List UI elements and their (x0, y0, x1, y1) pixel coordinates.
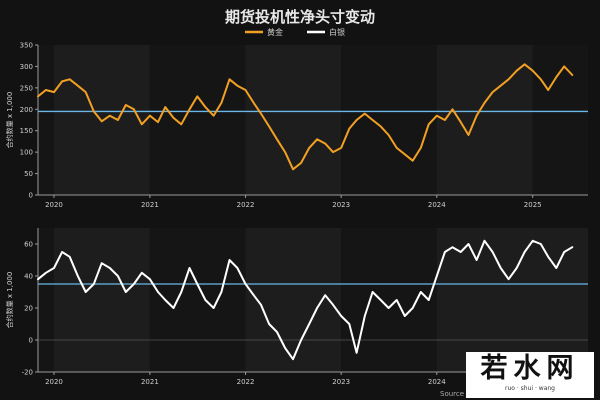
x-tick-label: 2024 (428, 201, 446, 209)
x-tick-label: 2021 (141, 378, 159, 386)
y-tick-label: 20 (24, 305, 33, 313)
y-tick-label: 300 (20, 63, 33, 71)
x-tick-label: 2023 (332, 378, 350, 386)
x-tick-label: 2025 (524, 201, 542, 209)
y-tick-label: 60 (24, 241, 33, 249)
x-tick-label: 2022 (237, 201, 255, 209)
year-band (245, 228, 342, 372)
year-band (245, 45, 342, 195)
year-band (38, 228, 54, 372)
x-tick-label: 2021 (141, 201, 159, 209)
year-band (436, 228, 588, 372)
y-tick-label: 350 (20, 42, 33, 50)
x-tick-label: 2020 (45, 201, 63, 209)
watermark-text: 若水网 (480, 353, 580, 384)
y-tick-label: 150 (20, 127, 33, 135)
y-tick-label: 100 (20, 149, 33, 157)
x-tick-label: 2020 (45, 378, 63, 386)
chart-title: 期货投机性净头寸变动 (225, 8, 375, 26)
year-band (532, 45, 588, 195)
y-tick-label: 0 (29, 192, 33, 200)
series-line (37, 63, 574, 171)
watermark-logo: 若水网 ruo · shui · wang (466, 352, 594, 398)
watermark-subtext: ruo · shui · wang (505, 385, 555, 392)
y-tick-label: 250 (20, 84, 33, 92)
y-tick-label: -20 (22, 369, 33, 377)
x-tick-label: 2023 (332, 201, 350, 209)
y-axis-label: 合约数量 x 1,000 (5, 92, 14, 149)
bottom-panel: -20 0 20 40 60 2020 2021 2022 2023 2024 合约数量 x 1,0… (5, 228, 588, 398)
year-band (436, 45, 533, 195)
year-band (53, 228, 150, 372)
year-band (149, 45, 246, 195)
series-line (37, 239, 574, 361)
top-panel: 0 50 100 150 200 250 300 350 2020 2021 2022 2023 202… (5, 27, 588, 209)
x-tick-label: 2022 (237, 378, 255, 386)
year-band (38, 45, 54, 195)
y-axis-label: 合约数量 x 1,000 (5, 272, 14, 329)
source-label: Source (440, 390, 464, 398)
legend-label: 白银 (329, 27, 345, 37)
y-tick-label: 50 (24, 170, 33, 178)
x-tick-label: 2024 (428, 378, 446, 386)
y-tick-label: 40 (24, 273, 33, 281)
y-tick-label: 200 (20, 106, 33, 114)
y-tick-label: 0 (29, 337, 33, 345)
legend-label: 黄金 (267, 27, 283, 37)
